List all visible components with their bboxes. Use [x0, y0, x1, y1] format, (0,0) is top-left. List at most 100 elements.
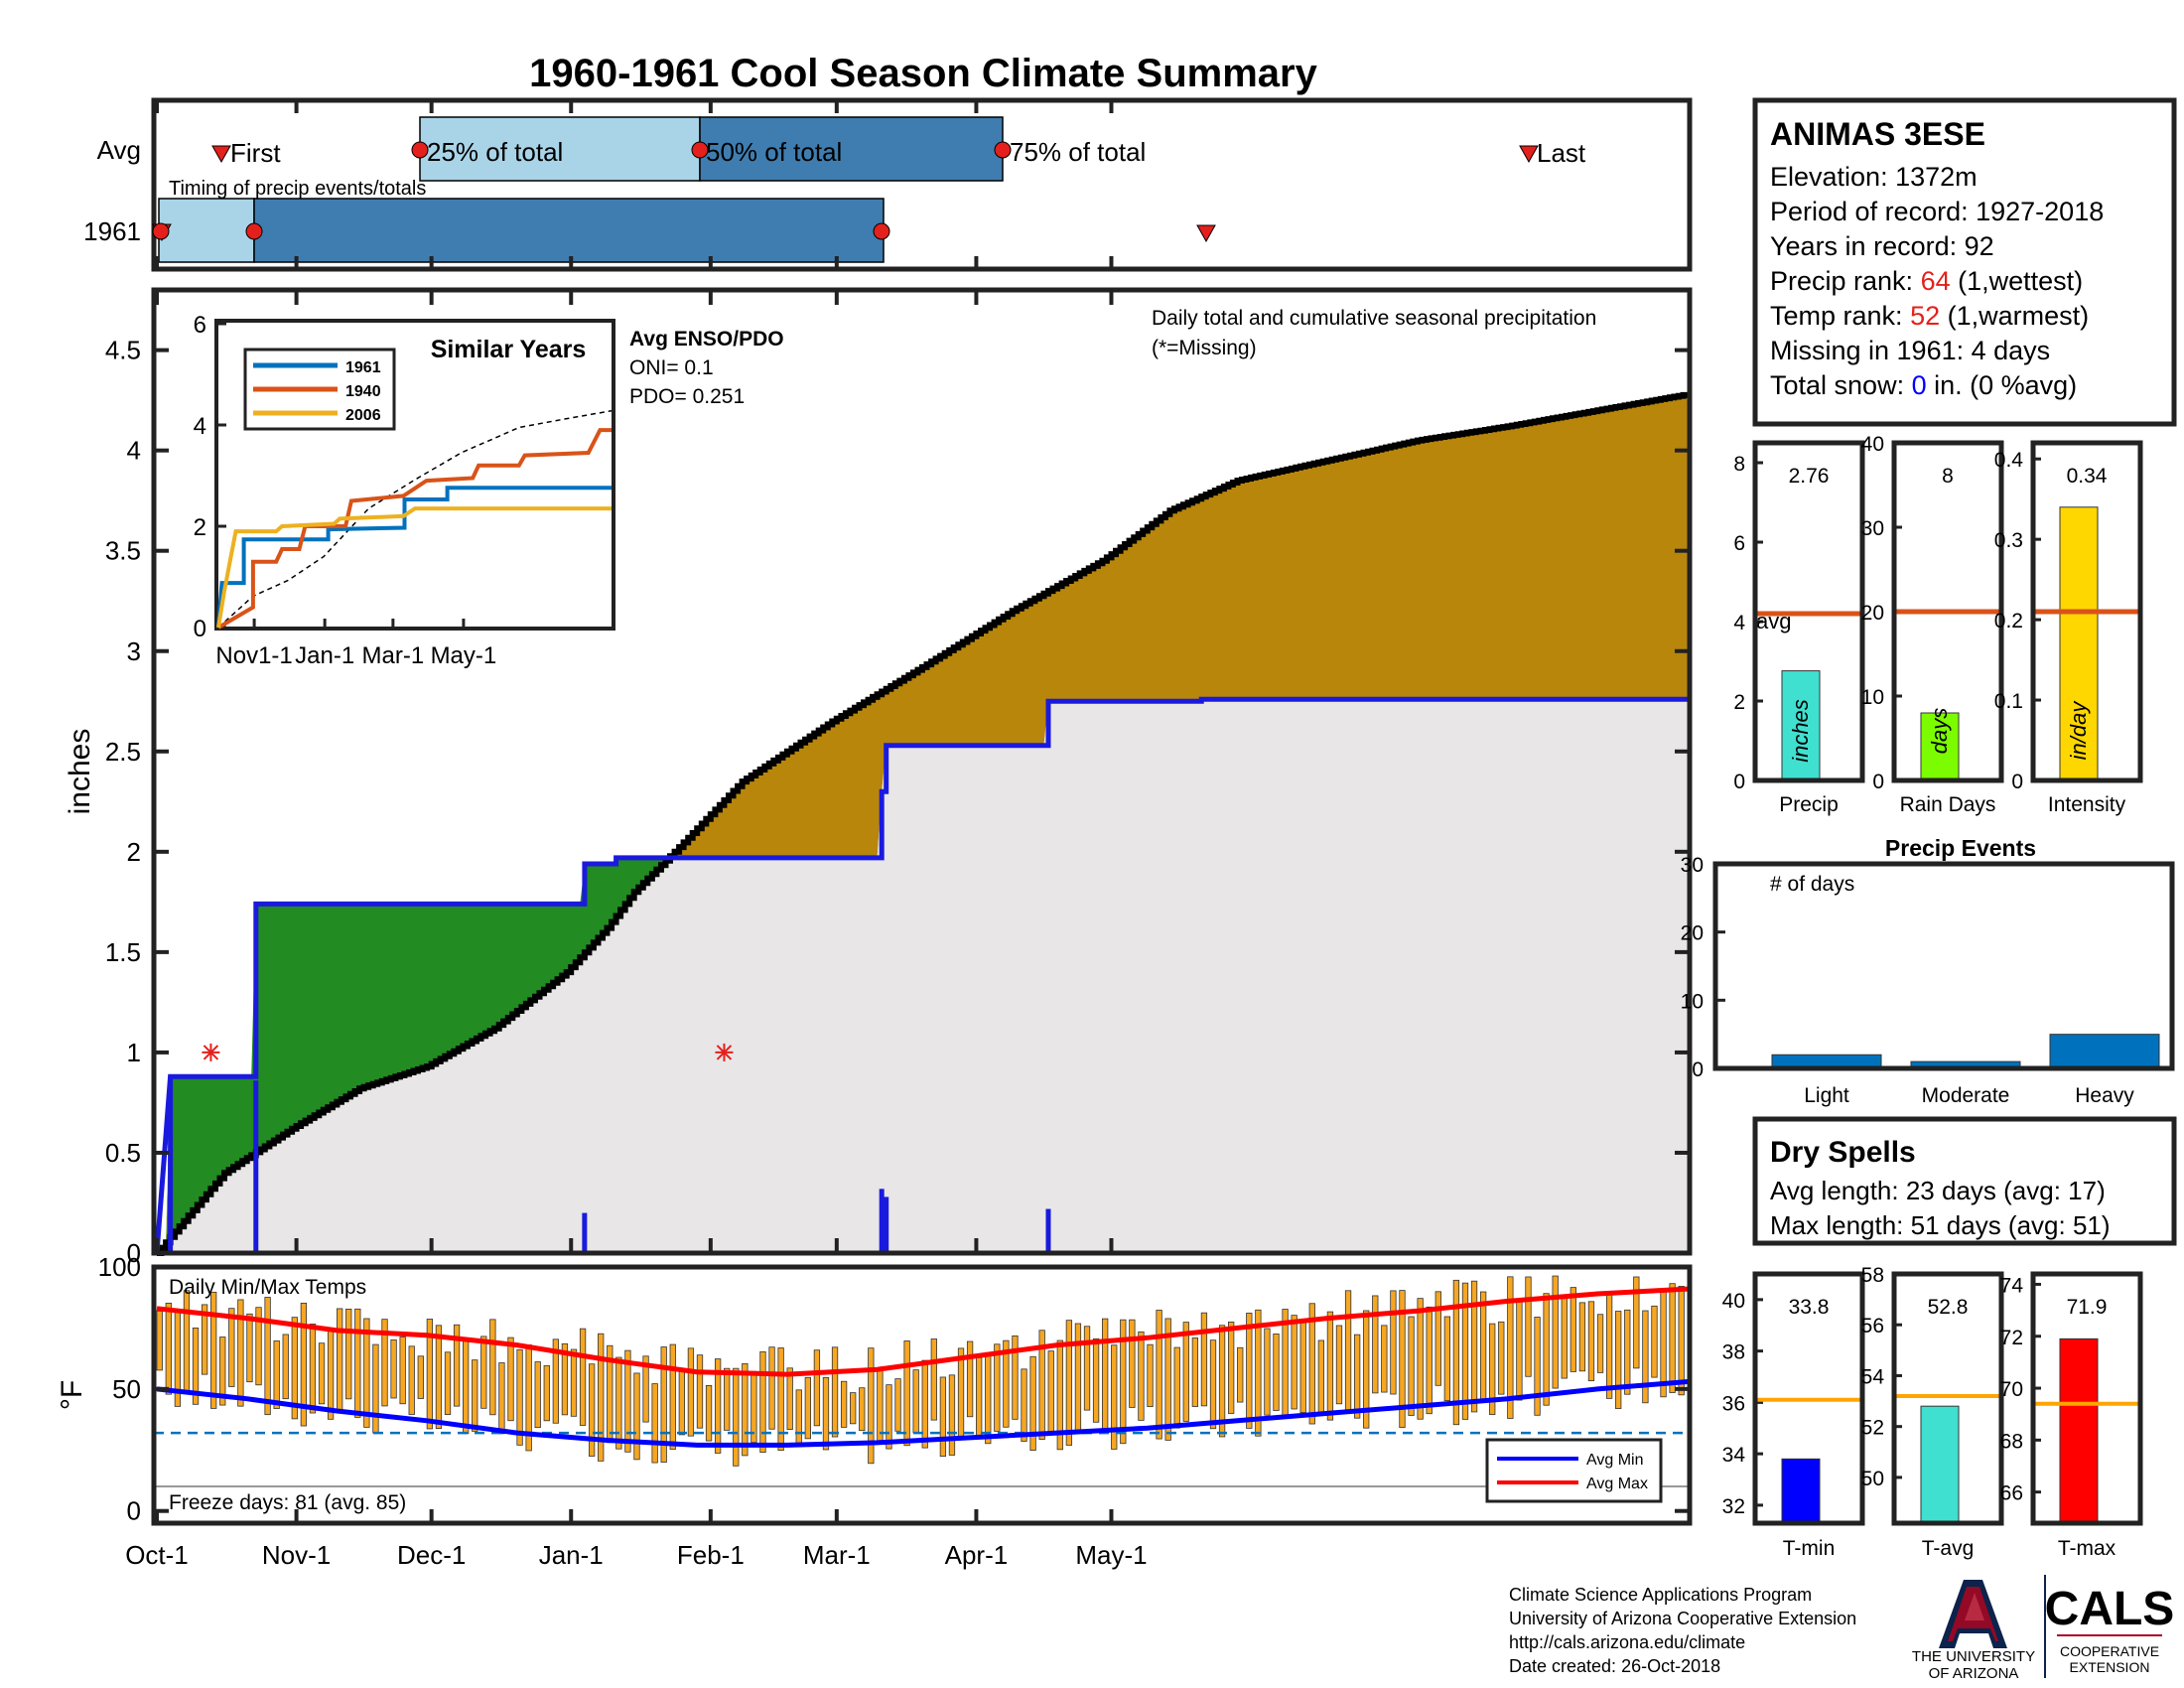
p50-marker-avg	[691, 141, 709, 159]
events-category-label: Moderate	[1922, 1084, 2010, 1107]
ua-logo: THE UNIVERSITY OF ARIZONA	[1912, 1580, 2035, 1682]
below-average-area	[157, 699, 1688, 1253]
summary-y-tick-label: 6	[1733, 532, 1745, 555]
daily-temp-bar	[678, 1367, 685, 1436]
temp-legend-box	[1485, 1438, 1663, 1503]
missing-marker	[715, 1043, 734, 1061]
daily-temp-bar	[453, 1324, 461, 1407]
daily-temp-bar	[472, 1359, 478, 1432]
summary-panel-label: T-min	[1783, 1537, 1836, 1560]
daily-temp-bar	[939, 1376, 947, 1458]
daily-temp-bar	[1218, 1325, 1226, 1438]
daily-temp-bar	[1534, 1317, 1541, 1416]
summary-unit-label: inches	[1788, 699, 1813, 763]
main-y-tick-label: 0.5	[105, 1138, 141, 1168]
precip-rank-label: Precip rank:	[1770, 266, 1921, 296]
dry-frame	[1752, 1116, 2177, 1246]
summary-y-tick-label: 34	[1722, 1444, 1746, 1467]
temperature-panel: 0 50 100 Daily Min/Max Temps °F Freeze day…	[56, 1252, 1693, 1526]
timing-frame	[151, 97, 1693, 272]
events-frame	[1712, 861, 2175, 1071]
daily-temp-bar	[768, 1346, 775, 1430]
daily-temp-bar	[1111, 1344, 1118, 1450]
daily-temp-bar	[1561, 1298, 1568, 1379]
daily-temp-bar	[724, 1367, 731, 1431]
daily-temp-bar	[903, 1340, 910, 1447]
daily-temp-bar	[1651, 1305, 1658, 1378]
summary-y-tick-label: 72	[2000, 1327, 2023, 1349]
daily-temp-bar	[543, 1364, 550, 1422]
inset-average-dashed-line	[217, 409, 613, 629]
temp-y-tick-label: 50	[112, 1374, 141, 1404]
summary-bar-panels: 024682.76inchesavgPrecip0102030408daysRa…	[1722, 433, 2143, 1560]
daily-precip-bar	[879, 1189, 885, 1253]
dry-avg-length: Avg length: 23 days (avg: 17)	[1770, 1176, 2106, 1205]
x-tick-label: Oct-1	[125, 1540, 189, 1570]
summary-panel-bars-raindays: 0 10 20 30 40 8 days Rain Days	[1861, 433, 2004, 816]
daily-temp-bar	[1264, 1328, 1271, 1416]
inset-legend-label-1961: 1961	[345, 359, 381, 376]
daily-temp-bar	[1308, 1303, 1315, 1425]
daily-temp-bar	[337, 1308, 343, 1414]
summary-y-tick-label: 40	[1861, 433, 1884, 456]
daily-temp-bar	[1056, 1339, 1063, 1451]
ua-name-line-1: THE UNIVERSITY	[1912, 1648, 2035, 1665]
first-marker-avg	[211, 145, 231, 164]
summary-panel-bars-intensity: 0 0.1 0.2 0.3 0.4 0.34 in/day Intensity	[1994, 440, 2143, 816]
main-legend-title: Daily total and cumulative seasonal prec…	[1152, 307, 1596, 330]
daily-temp-bar	[1038, 1330, 1045, 1440]
daily-temp-bar	[687, 1347, 695, 1437]
daily-temp-bar	[696, 1354, 704, 1429]
daily-temp-bar	[1138, 1331, 1145, 1421]
daily-temp-bar	[435, 1325, 443, 1429]
main-y-tick-label: 0	[127, 1238, 141, 1268]
daily-temp-bar	[1426, 1306, 1433, 1415]
daily-temp-bar	[1237, 1346, 1244, 1403]
x-tick-label: May-1	[1075, 1540, 1147, 1570]
summary-panel-label: Precip	[1779, 793, 1839, 816]
daily-temp-bar	[192, 1328, 200, 1405]
footer-line-2: University of Arizona Cooperative Extens…	[1509, 1609, 1856, 1628]
daily-temp-bar	[714, 1358, 722, 1454]
temp-y-axis: 0 50 100	[98, 1252, 1690, 1526]
temp-frame	[151, 1264, 1693, 1526]
summary-y-tick-label: 0.3	[1994, 529, 2023, 552]
inset-y-tick-label: 4	[194, 413, 206, 440]
daily-temp-bar	[615, 1356, 622, 1450]
daily-temp-bar	[1299, 1322, 1306, 1414]
first-label: First	[230, 138, 281, 168]
p25-marker-avg	[411, 141, 429, 159]
missing-days: Missing in 1961: 4 days	[1770, 336, 2050, 365]
timing-mid-band-year	[253, 198, 885, 263]
daily-temp-bar	[651, 1383, 658, 1464]
daily-temp-bar	[1335, 1325, 1343, 1405]
summary-y-tick-label: 0	[1733, 771, 1745, 793]
p75-label: 75% of total	[1010, 137, 1146, 167]
summary-y-tick-label: 54	[1861, 1365, 1885, 1388]
p25-marker-year	[152, 222, 170, 240]
daily-temp-bar	[1570, 1287, 1576, 1372]
temp-y-tick-label: 0	[127, 1496, 141, 1526]
daily-temp-bar	[507, 1336, 514, 1422]
snow-note: in. (0 %avg)	[1927, 370, 2078, 400]
daily-temp-bar	[1021, 1368, 1027, 1442]
summary-y-tick-label: 32	[1722, 1495, 1745, 1518]
missing-markers	[202, 1043, 734, 1061]
summary-panel-frame	[1752, 1271, 1865, 1526]
daily-temp-bar	[282, 1334, 289, 1400]
daily-temp-bar	[399, 1336, 406, 1405]
daily-temp-bar	[777, 1347, 784, 1452]
ua-name-line-2: OF ARIZONA	[1929, 1665, 2019, 1682]
daily-temp-bar	[1507, 1276, 1514, 1419]
daily-temp-bar	[516, 1348, 523, 1446]
x-tick-label: Jan-1	[539, 1540, 604, 1570]
daily-temp-bar	[985, 1351, 992, 1445]
footer-line-1: Climate Science Applications Program	[1509, 1585, 1812, 1605]
x-tick-label: Dec-1	[397, 1540, 466, 1570]
summary-panel-tbars-tmin: 32 34 36 38 40 33.8 T-min	[1722, 1271, 1865, 1560]
daily-temp-bar	[831, 1346, 839, 1438]
summary-panel-tbars-tmax: 66 68 70 72 74 71.9 T-max	[2000, 1271, 2143, 1560]
daily-temp-bar	[921, 1359, 928, 1449]
year-cumulative-line	[154, 696, 1688, 1254]
summary-value: 33.8	[1789, 1296, 1830, 1319]
